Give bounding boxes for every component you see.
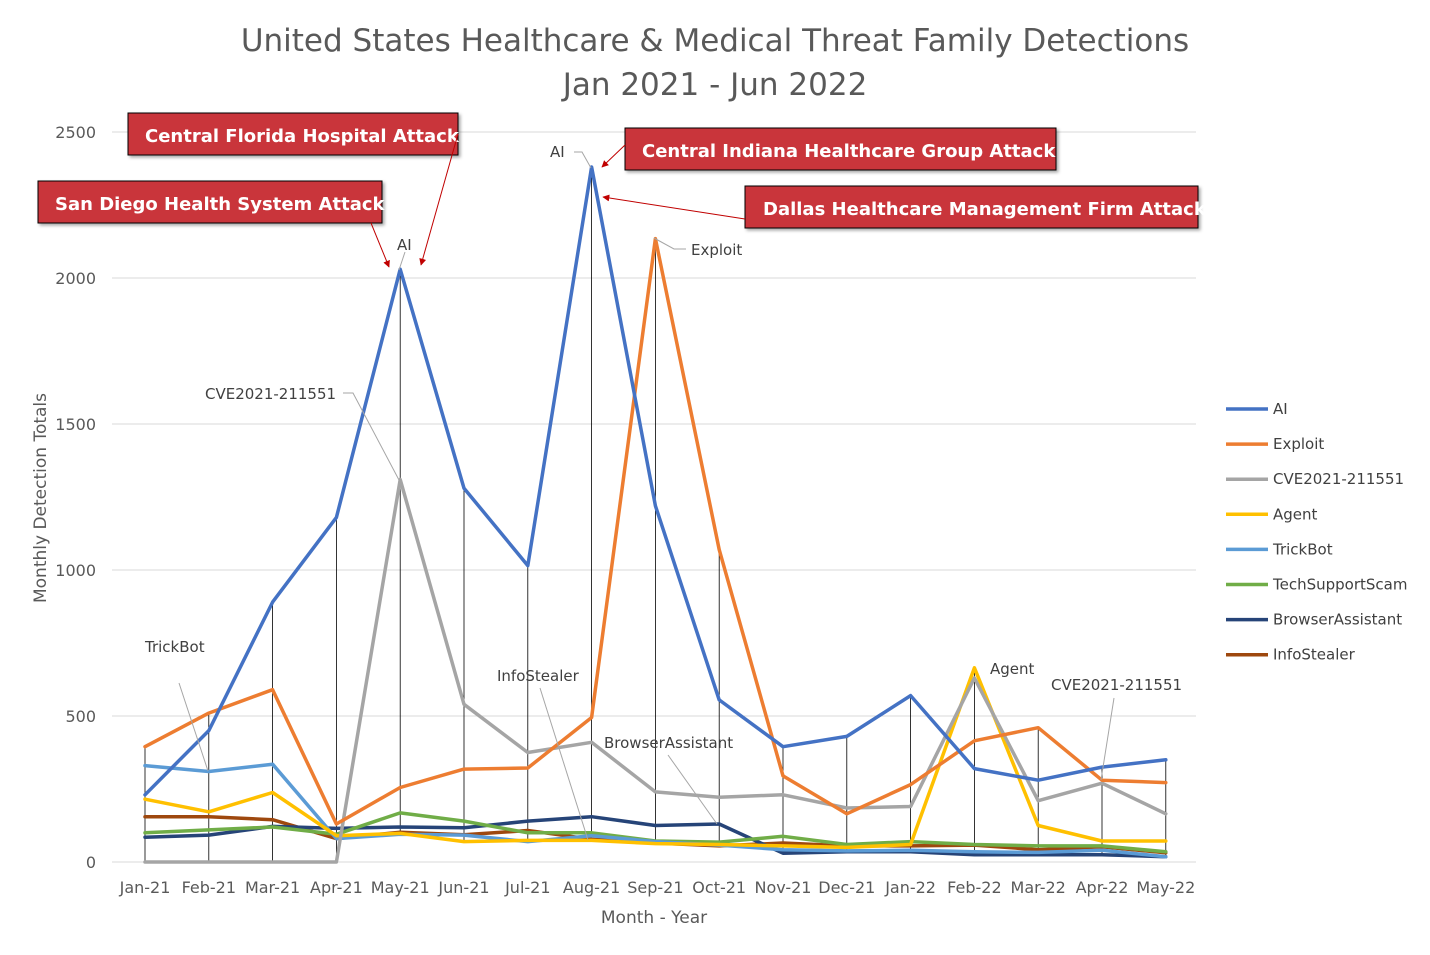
leader-cve-may21 (343, 392, 400, 481)
legend-label: Agent (1273, 505, 1318, 523)
callout-box-central-florida (127, 112, 459, 156)
callout-arrow-san-diego (370, 222, 390, 268)
legend-item: CVE2021-211551 (1226, 470, 1404, 488)
leader-ai-may21 (398, 251, 406, 271)
annotation-trickbot: TrickBot (144, 638, 205, 656)
x-tick-label: Feb-22 (947, 878, 1001, 897)
x-tick-label: Mar-22 (1011, 878, 1066, 897)
callout-text-central-indiana: Central Indiana Healthcare Group Attack (642, 141, 1056, 162)
x-tick-label: Apr-21 (310, 878, 363, 897)
legend-item: BrowserAssistant (1226, 611, 1402, 629)
chart-title: United States Healthcare & Medical Threa… (241, 23, 1189, 59)
legend-item: Exploit (1226, 435, 1324, 453)
y-tick-label: 2500 (55, 123, 96, 142)
callout-box-dallas (744, 185, 1199, 229)
x-tick-label: May-21 (371, 878, 430, 897)
annotation-cve-apr22: CVE2021-211551 (1051, 676, 1182, 694)
legend-label: TechSupportScam (1272, 576, 1407, 594)
legend-label: TrickBot (1272, 540, 1333, 558)
annotation-labels: TrickBot CVE2021-211551 AI AI Exploit In… (144, 143, 1182, 752)
y-tick-label: 500 (65, 707, 96, 726)
x-tick-label: Feb-21 (182, 878, 236, 897)
x-tick-label: Nov-21 (755, 878, 812, 897)
x-tick-label: Jan-21 (119, 878, 171, 897)
legend-item: AI (1226, 400, 1288, 418)
annotation-infostealer: InfoStealer (497, 667, 580, 685)
leader-cve-apr22 (1100, 697, 1115, 781)
x-tick-label: Oct-21 (692, 878, 746, 897)
callout-arrow-dallas (602, 194, 746, 220)
x-tick-label: Jun-21 (437, 878, 489, 897)
x-axis-label: Month - Year (601, 908, 707, 928)
y-axis-ticks: 0 500 1000 1500 2000 2500 (55, 123, 96, 872)
leader-trickbot (178, 682, 209, 772)
x-tick-label: Jan-22 (884, 878, 936, 897)
x-tick-label: Aug-21 (563, 878, 620, 897)
y-tick-label: 1500 (55, 415, 96, 434)
x-axis-ticks: Jan-21 Feb-21 Mar-21 Apr-21 May-21 Jun-21 Jul-… (119, 878, 1196, 897)
leader-browserassistant (667, 754, 718, 825)
series-line-browserassistant (143, 814, 1168, 859)
legend-label: BrowserAssistant (1273, 611, 1402, 629)
callout-san-diego: San Diego Health System Attack (37, 180, 390, 268)
x-tick-label: Jul-21 (504, 878, 550, 897)
chart-subtitle: Jan 2021 - Jun 2022 (561, 67, 868, 103)
y-axis-label: Monthly Detection Totals (31, 393, 51, 603)
legend-label: InfoStealer (1273, 646, 1356, 664)
callout-box-san-diego (37, 180, 383, 224)
callout-central-florida: Central Florida Hospital Attack (127, 112, 460, 266)
series-line-ai (143, 165, 1168, 797)
annotation-ai-aug21: AI (550, 143, 565, 161)
leader-infostealer (539, 687, 589, 841)
y-tick-label: 0 (86, 853, 96, 872)
annotation-cve-may21: CVE2021-211551 (205, 385, 336, 403)
callout-arrow-central-florida (419, 133, 459, 266)
leader-ai-aug21 (574, 151, 592, 169)
annotation-leaders (178, 151, 1115, 841)
legend-label: AI (1273, 400, 1288, 418)
x-tick-label: May-22 (1136, 878, 1195, 897)
annotation-browserassistant: BrowserAssistant (604, 734, 733, 752)
callout-text-central-florida: Central Florida Hospital Attack (145, 126, 460, 147)
annotation-ai-may21: AI (397, 236, 412, 254)
annotation-agent: Agent (990, 660, 1035, 678)
x-tick-label: Sep-21 (627, 878, 683, 897)
x-tick-label: Mar-21 (245, 878, 300, 897)
y-tick-label: 1000 (55, 561, 96, 580)
y-tick-label: 2000 (55, 269, 96, 288)
callout-central-indiana: Central Indiana Healthcare Group Attack (601, 127, 1057, 171)
callout-dallas: Dallas Healthcare Management Firm Attack (602, 185, 1207, 229)
legend-item: Agent (1226, 505, 1318, 523)
callout-text-dallas: Dallas Healthcare Management Firm Attack (763, 199, 1207, 220)
series-line-trickbot (143, 762, 1168, 859)
x-tick-label: Dec-21 (818, 878, 875, 897)
legend-item: InfoStealer (1226, 646, 1356, 664)
callout-box-central-indiana (624, 127, 1057, 171)
legend: AI Exploit CVE2021-211551 Agent TrickBot Tech… (1226, 400, 1407, 664)
legend-item: TechSupportScam (1226, 576, 1407, 594)
annotation-exploit: Exploit (691, 241, 742, 259)
x-tick-label: Apr-22 (1076, 878, 1129, 897)
legend-label: CVE2021-211551 (1273, 470, 1404, 488)
callout-arrow-central-indiana (601, 144, 626, 168)
legend-label: Exploit (1273, 435, 1324, 453)
callout-text-san-diego: San Diego Health System Attack (55, 194, 386, 215)
series-line-cve2021-211551 (143, 477, 1168, 864)
legend-item: TrickBot (1226, 540, 1333, 558)
leader-exploit (653, 237, 686, 250)
